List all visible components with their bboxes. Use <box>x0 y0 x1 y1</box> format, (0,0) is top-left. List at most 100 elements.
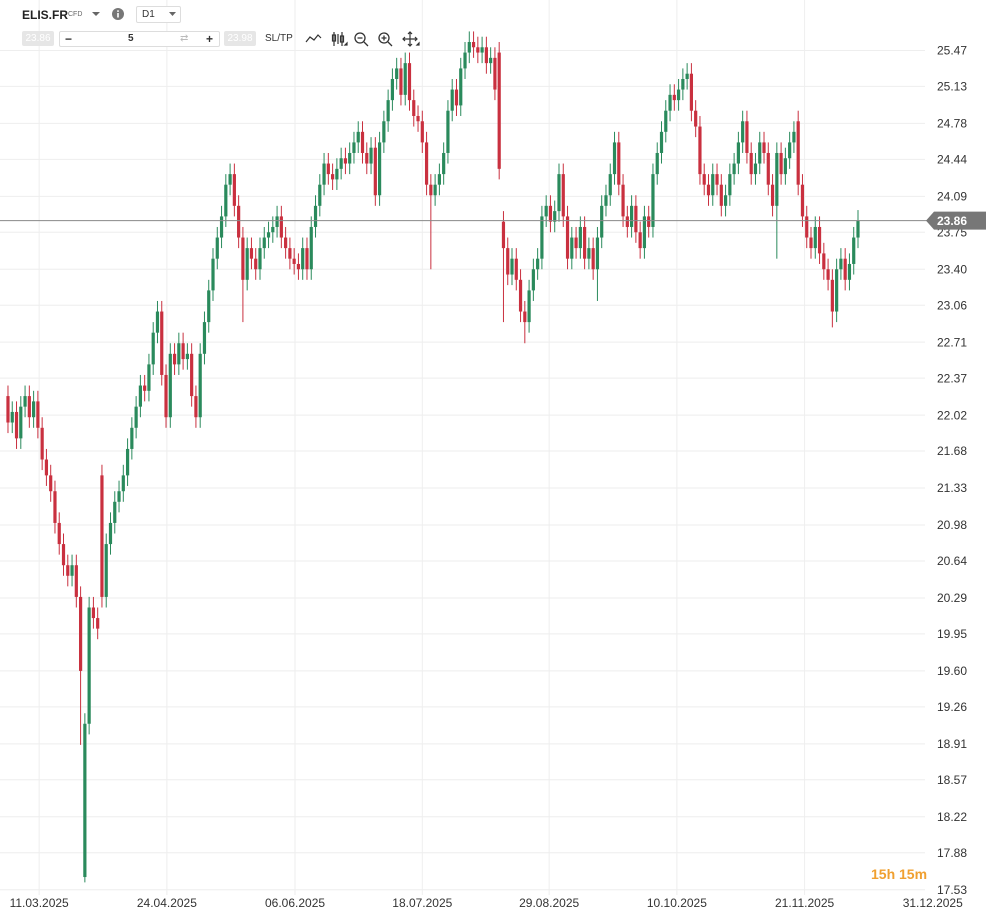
candle-body <box>356 131 360 143</box>
y-tick-label: 21.33 <box>937 481 967 495</box>
candle-body <box>373 147 377 196</box>
candle-body <box>339 158 343 169</box>
x-tick-label: 29.08.2025 <box>519 896 579 910</box>
candle-body <box>510 258 514 275</box>
candle-body <box>775 152 779 206</box>
y-tick-label: 18.57 <box>937 773 967 787</box>
candle-body <box>181 343 185 360</box>
candle-body <box>228 174 232 185</box>
candle-body <box>659 131 664 153</box>
candle-body <box>788 142 792 159</box>
candle-body <box>527 290 531 323</box>
grid <box>0 0 925 895</box>
x-tick-label: 21.11.2025 <box>775 896 834 910</box>
candle-body <box>296 263 301 270</box>
candle-body <box>53 491 57 523</box>
candle-body <box>715 174 719 185</box>
candle-body <box>424 142 429 185</box>
candle-body <box>672 94 676 101</box>
sell-button[interactable]: 23.86 <box>22 31 54 46</box>
candle-body <box>826 269 830 280</box>
candle-body <box>630 205 634 227</box>
volume-input[interactable]: − 5 ⇄ + <box>59 31 220 47</box>
candle-body <box>403 63 407 95</box>
candle-body <box>254 258 258 270</box>
candle-body <box>151 332 155 365</box>
candle-body <box>100 475 104 597</box>
x-tick-label: 11.03.2025 <box>10 896 69 910</box>
candle-body <box>14 411 19 439</box>
candle-body <box>698 126 702 175</box>
candle-body <box>493 57 497 90</box>
candle-body <box>87 607 91 724</box>
candle-body <box>600 205 604 238</box>
candle-body <box>484 47 488 64</box>
candle-body <box>190 353 194 397</box>
symbol-dropdown[interactable] <box>91 10 101 18</box>
y-tick-label: 18.22 <box>937 810 967 824</box>
line-chart-tool[interactable] <box>305 34 322 43</box>
sltp-button[interactable]: SL/TP <box>265 33 293 44</box>
candle-body <box>245 248 249 280</box>
info-icon[interactable] <box>111 7 125 21</box>
x-tick-label: 18.07.2025 <box>392 896 452 910</box>
candle-body <box>565 216 570 259</box>
candle-body <box>792 131 796 143</box>
candle-body <box>595 237 600 270</box>
candle-body <box>258 248 262 270</box>
candle-body <box>561 174 565 217</box>
candle-body <box>621 184 625 217</box>
y-tick-label: 24.09 <box>937 189 967 203</box>
candle-body <box>805 216 809 238</box>
candle-body <box>271 226 275 233</box>
candle-body <box>70 565 74 576</box>
candle-body <box>471 41 476 48</box>
interval-dropdown <box>169 12 176 16</box>
candle-body <box>766 152 770 185</box>
candle-body <box>583 226 587 259</box>
candle-body <box>685 73 689 79</box>
candle-body <box>591 248 595 270</box>
y-tick-label: 24.44 <box>937 152 967 166</box>
swap-icon[interactable]: ⇄ <box>180 33 189 44</box>
zoom-out-tool[interactable] <box>354 32 369 47</box>
candle-body <box>450 89 454 111</box>
candle-body <box>194 396 198 418</box>
candle-body <box>164 374 168 418</box>
interval-select[interactable]: D1 <box>136 6 181 23</box>
minus[interactable]: − <box>65 32 73 46</box>
symbol[interactable]: ELIS.FR <box>22 8 69 22</box>
candle-body <box>390 78 395 101</box>
candle-body <box>817 226 822 254</box>
pan-tool[interactable] <box>402 31 420 47</box>
candle-body <box>668 94 672 111</box>
candle-body <box>578 226 582 249</box>
candle-body <box>155 311 160 333</box>
candle-body <box>642 216 647 249</box>
buy-button[interactable]: 23.98 <box>224 31 256 46</box>
candle-body <box>382 121 386 143</box>
candle-body <box>266 232 271 238</box>
candle-body <box>523 311 527 323</box>
candle-body <box>835 269 839 312</box>
candle-body <box>395 68 399 79</box>
candle-body <box>219 216 224 238</box>
y-tick-label: 25.13 <box>937 80 967 94</box>
y-tick-label: 23.40 <box>937 262 967 276</box>
y-tick-label: 20.64 <box>937 554 967 568</box>
candle-body <box>467 41 471 53</box>
candle-body <box>604 195 608 206</box>
candle-body <box>480 47 484 53</box>
candle-body <box>694 110 698 127</box>
candle-body <box>40 427 44 460</box>
zoom-in-tool[interactable] <box>378 32 393 47</box>
candle-body <box>420 121 424 143</box>
chart-tools <box>305 31 420 47</box>
plus[interactable]: + <box>206 32 214 46</box>
candle-body <box>651 174 655 227</box>
candle-tool[interactable] <box>331 32 348 46</box>
candle-body <box>32 401 36 418</box>
candle-body <box>44 459 49 476</box>
